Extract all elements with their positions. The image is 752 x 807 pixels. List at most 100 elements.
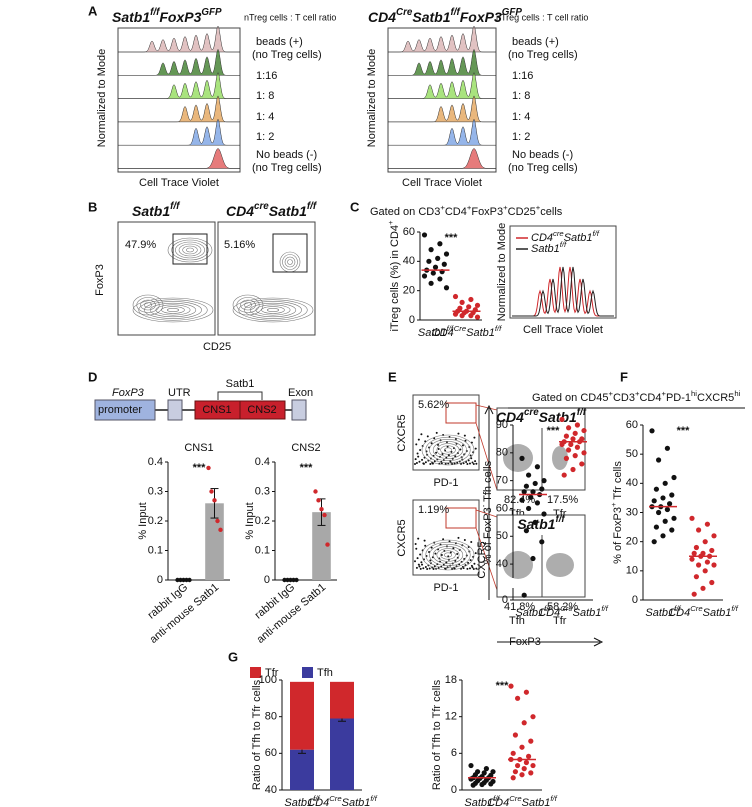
contour xyxy=(425,541,471,569)
row-label: (no Treg cells) xyxy=(252,49,322,61)
row-label: beads (+) xyxy=(512,36,559,48)
tfh-label: Tfh xyxy=(509,615,525,627)
row-label: 1: 8 xyxy=(256,90,274,102)
text-part: Tfh cells xyxy=(482,460,494,504)
event-dot xyxy=(469,559,472,562)
event-dot xyxy=(448,540,451,543)
superscript: f/f xyxy=(370,794,377,803)
y-tick-label: 0 xyxy=(451,784,457,796)
cns-label: CNS2 xyxy=(247,404,276,416)
y-tick-label: 0.4 xyxy=(255,456,270,468)
y-tick-label: 18 xyxy=(445,674,457,686)
event-dot xyxy=(418,565,421,568)
y-tick-label: 40 xyxy=(403,255,415,267)
data-point xyxy=(561,472,567,478)
data-point xyxy=(468,296,474,303)
contour xyxy=(436,548,460,562)
data-point xyxy=(559,441,565,448)
panel-label: C xyxy=(350,199,360,214)
row-label: No beads (-) xyxy=(256,149,317,161)
promoter-box xyxy=(94,399,156,421)
data-point xyxy=(653,524,660,530)
event-dot xyxy=(452,547,455,550)
x-axis-label: PD-1 xyxy=(433,477,458,489)
legend-swatch xyxy=(302,667,313,678)
contour xyxy=(171,239,209,261)
event-dot xyxy=(470,541,473,544)
y-tick-label: 40 xyxy=(626,477,638,489)
event-dot xyxy=(434,552,437,555)
data-point xyxy=(443,285,450,291)
event-dot xyxy=(419,553,422,556)
data-point xyxy=(700,585,706,591)
legend-label: Tfh xyxy=(317,667,333,679)
legend-swatch xyxy=(250,667,261,678)
event-dot xyxy=(417,563,420,566)
contour xyxy=(166,307,180,313)
cns2-box xyxy=(239,400,286,420)
event-dot xyxy=(415,566,418,569)
data-point xyxy=(539,539,545,545)
contour xyxy=(282,254,298,270)
x-tick-label: CD4CreSatb1f/f xyxy=(432,324,502,339)
event-dot xyxy=(474,552,477,555)
gate xyxy=(445,507,477,529)
event-dot xyxy=(414,560,416,563)
arrow xyxy=(497,637,604,647)
contour xyxy=(232,297,314,323)
data-point xyxy=(512,769,519,775)
data-point xyxy=(660,495,666,501)
data-point xyxy=(651,498,657,504)
event-dot xyxy=(429,462,432,465)
x-tick-label: Satb1f/f xyxy=(515,604,551,619)
x-tick-label: Satb1f/f xyxy=(418,324,454,339)
x-tick-label: CD4CreSatb1f/f xyxy=(668,604,738,619)
event-dot xyxy=(473,562,476,565)
event-dot xyxy=(454,437,457,440)
superscript: + xyxy=(503,203,508,212)
text-part: Satb1 xyxy=(464,797,493,807)
data-point xyxy=(515,695,521,701)
panel-label: G xyxy=(228,649,238,664)
text-part: CD3 xyxy=(613,392,635,404)
y-tick-label: 40 xyxy=(496,558,508,570)
arrow xyxy=(484,404,494,600)
significance: *** xyxy=(677,425,691,437)
data-point xyxy=(521,592,527,598)
contour xyxy=(236,297,260,313)
contour xyxy=(175,241,205,259)
event-dot xyxy=(442,538,445,541)
superscript: f/f xyxy=(601,604,608,613)
legend-label: CD4creSatb1f/f xyxy=(531,229,600,244)
event-dot xyxy=(468,567,471,570)
y-tick-label: 60 xyxy=(403,226,415,238)
text-part: CD4 xyxy=(226,203,254,219)
y-tick-label: 100 xyxy=(259,674,277,686)
data-point xyxy=(466,304,472,310)
event-dot xyxy=(447,454,450,457)
text-part: CD4 xyxy=(639,392,661,404)
plot-title: Satb1f/f xyxy=(132,201,181,219)
y-tick-label: 0 xyxy=(264,574,270,586)
data-point xyxy=(581,427,587,434)
data-point xyxy=(704,559,711,565)
bar xyxy=(205,503,224,580)
text-part: CD4 xyxy=(432,327,454,339)
legend-label: Satb1f/f xyxy=(531,240,567,255)
flow-plot xyxy=(117,221,216,336)
event-dot xyxy=(435,451,438,454)
data-point xyxy=(452,293,459,300)
histogram-ridge xyxy=(118,148,240,169)
data-point xyxy=(215,518,220,524)
x-axis-label: Cell Trace Violet xyxy=(523,324,603,336)
superscript: Cre xyxy=(454,324,466,333)
event-dot xyxy=(432,568,435,570)
data-point xyxy=(570,436,576,442)
event-dot xyxy=(440,554,443,557)
data-point xyxy=(671,474,677,481)
data-point xyxy=(430,270,436,276)
y-tick-label: 50 xyxy=(626,448,638,460)
row-label: 1: 8 xyxy=(512,90,530,102)
data-point xyxy=(669,527,675,533)
data-point xyxy=(519,497,525,503)
